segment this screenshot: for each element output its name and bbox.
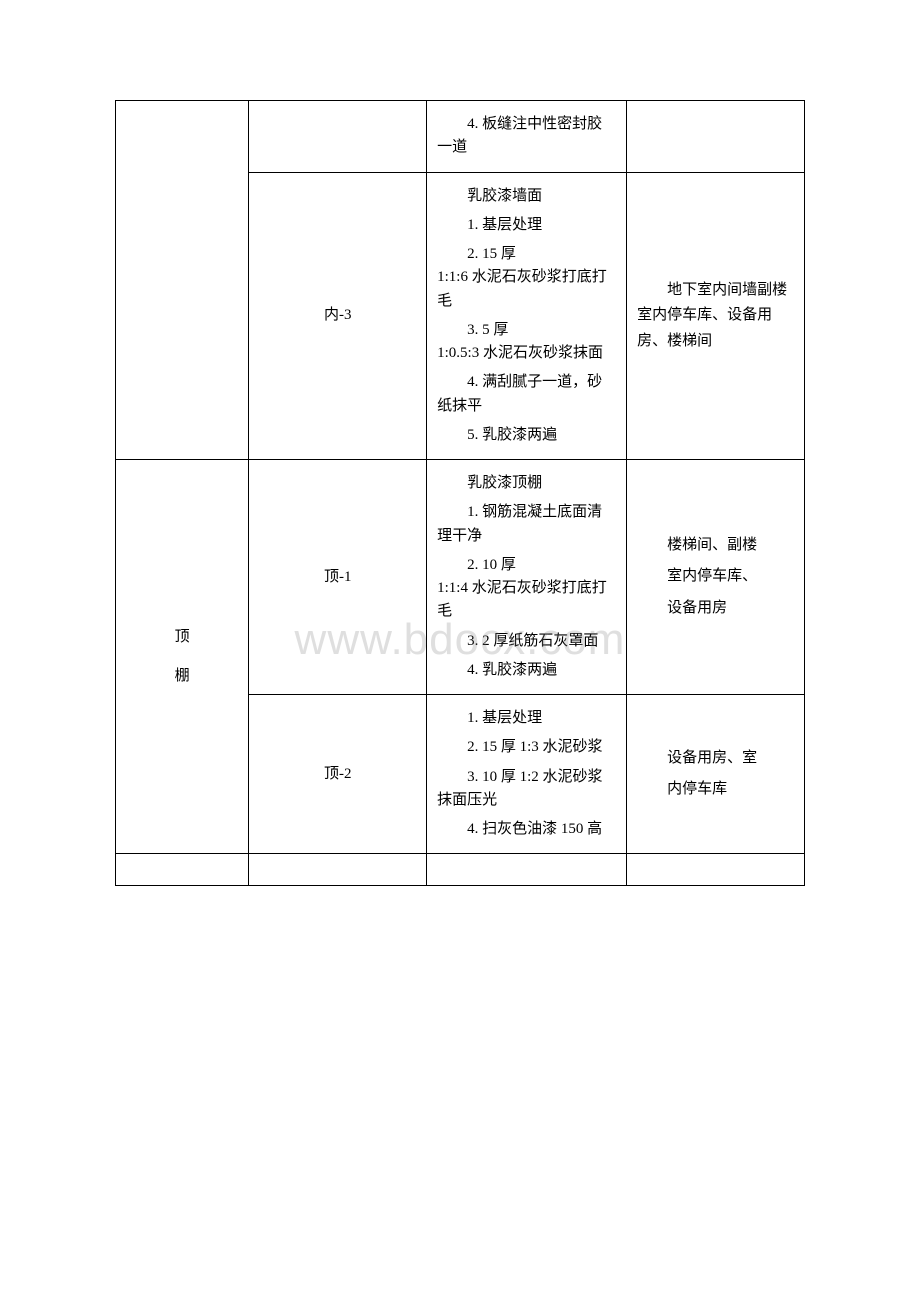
cell-scope: 设备用房、室 内停车库 — [627, 695, 805, 854]
cell-spec: 1. 基层处理 2. 15 厚 1:3 水泥砂浆 3. 10 厚 1:2 水泥砂… — [427, 695, 627, 854]
spec-text: 3. 5 厚 — [467, 322, 508, 338]
scope-line: 设备用房、室 — [637, 746, 794, 772]
cell-spec: 4. 板缝注中性密封胶一道 — [427, 101, 627, 173]
spec-line: 2. 15 厚 1:1:6 水泥石灰砂浆打底打毛 — [437, 243, 616, 313]
spec-line: 4. 扫灰色油漆 150 高 — [437, 818, 616, 841]
cell-empty — [427, 854, 627, 886]
spec-line: 2. 15 厚 1:3 水泥砂浆 — [437, 736, 616, 759]
construction-spec-table: 4. 板缝注中性密封胶一道 内-3 乳胶漆墙面 1. 基层处理 2. 15 厚 … — [115, 100, 805, 886]
cell-spec: 乳胶漆墙面 1. 基层处理 2. 15 厚 1:1:6 水泥石灰砂浆打底打毛 3… — [427, 172, 627, 460]
scope-line: 设备用房 — [637, 596, 794, 622]
table-row: 顶 棚 顶-1 乳胶漆顶棚 1. 钢筋混凝土底面清理干净 2. 10 厚 1:1… — [116, 460, 805, 695]
spec-line: 5. 乳胶漆两遍 — [437, 424, 616, 447]
spec-line: 4. 乳胶漆两遍 — [437, 659, 616, 682]
cell-scope: 地下室内间墙副楼室内停车库、设备用房、楼梯间 — [627, 172, 805, 460]
scope-line: 室内停车库、 — [637, 564, 794, 590]
scope-line: 地下室内间墙副楼室内停车库、设备用房、楼梯间 — [637, 278, 794, 355]
spec-line: 3. 5 厚 1:0.5:3 水泥石灰砂浆抹面 — [437, 319, 616, 366]
spec-text: 2. 15 厚 — [467, 246, 516, 262]
cell-category-continued — [116, 101, 249, 460]
scope-line: 楼梯间、副楼 — [637, 533, 794, 559]
cell-code: 顶-1 — [249, 460, 427, 695]
cell-category: 顶 棚 — [116, 460, 249, 854]
table-row — [116, 854, 805, 886]
spec-line: 4. 满刮腻子一道，砂纸抹平 — [437, 371, 616, 418]
cell-code: 内-3 — [249, 172, 427, 460]
cell-scope: 楼梯间、副楼 室内停车库、 设备用房 — [627, 460, 805, 695]
cell-spec: 乳胶漆顶棚 1. 钢筋混凝土底面清理干净 2. 10 厚 1:1:4 水泥石灰砂… — [427, 460, 627, 695]
cell-empty — [116, 854, 249, 886]
category-char: 顶 — [124, 624, 240, 651]
spec-line: 4. 板缝注中性密封胶一道 — [437, 113, 616, 160]
category-char: 棚 — [124, 663, 240, 690]
spec-line: 乳胶漆顶棚 — [437, 472, 616, 495]
spec-line: 1. 基层处理 — [437, 214, 616, 237]
spec-line: 1. 基层处理 — [437, 707, 616, 730]
table-row: 4. 板缝注中性密封胶一道 — [116, 101, 805, 173]
spec-line: 2. 10 厚 1:1:4 水泥石灰砂浆打底打毛 — [437, 554, 616, 624]
spec-text: 2. 10 厚 — [467, 557, 516, 573]
cell-empty — [249, 854, 427, 886]
spec-line: 1. 钢筋混凝土底面清理干净 — [437, 501, 616, 548]
scope-line: 内停车库 — [637, 777, 794, 803]
spec-line: 3. 10 厚 1:2 水泥砂浆抹面压光 — [437, 766, 616, 813]
spec-line: 乳胶漆墙面 — [437, 185, 616, 208]
cell-code-continued — [249, 101, 427, 173]
spec-line: 3. 2 厚纸筋石灰罩面 — [437, 630, 616, 653]
cell-scope-continued — [627, 101, 805, 173]
cell-code: 顶-2 — [249, 695, 427, 854]
cell-empty — [627, 854, 805, 886]
